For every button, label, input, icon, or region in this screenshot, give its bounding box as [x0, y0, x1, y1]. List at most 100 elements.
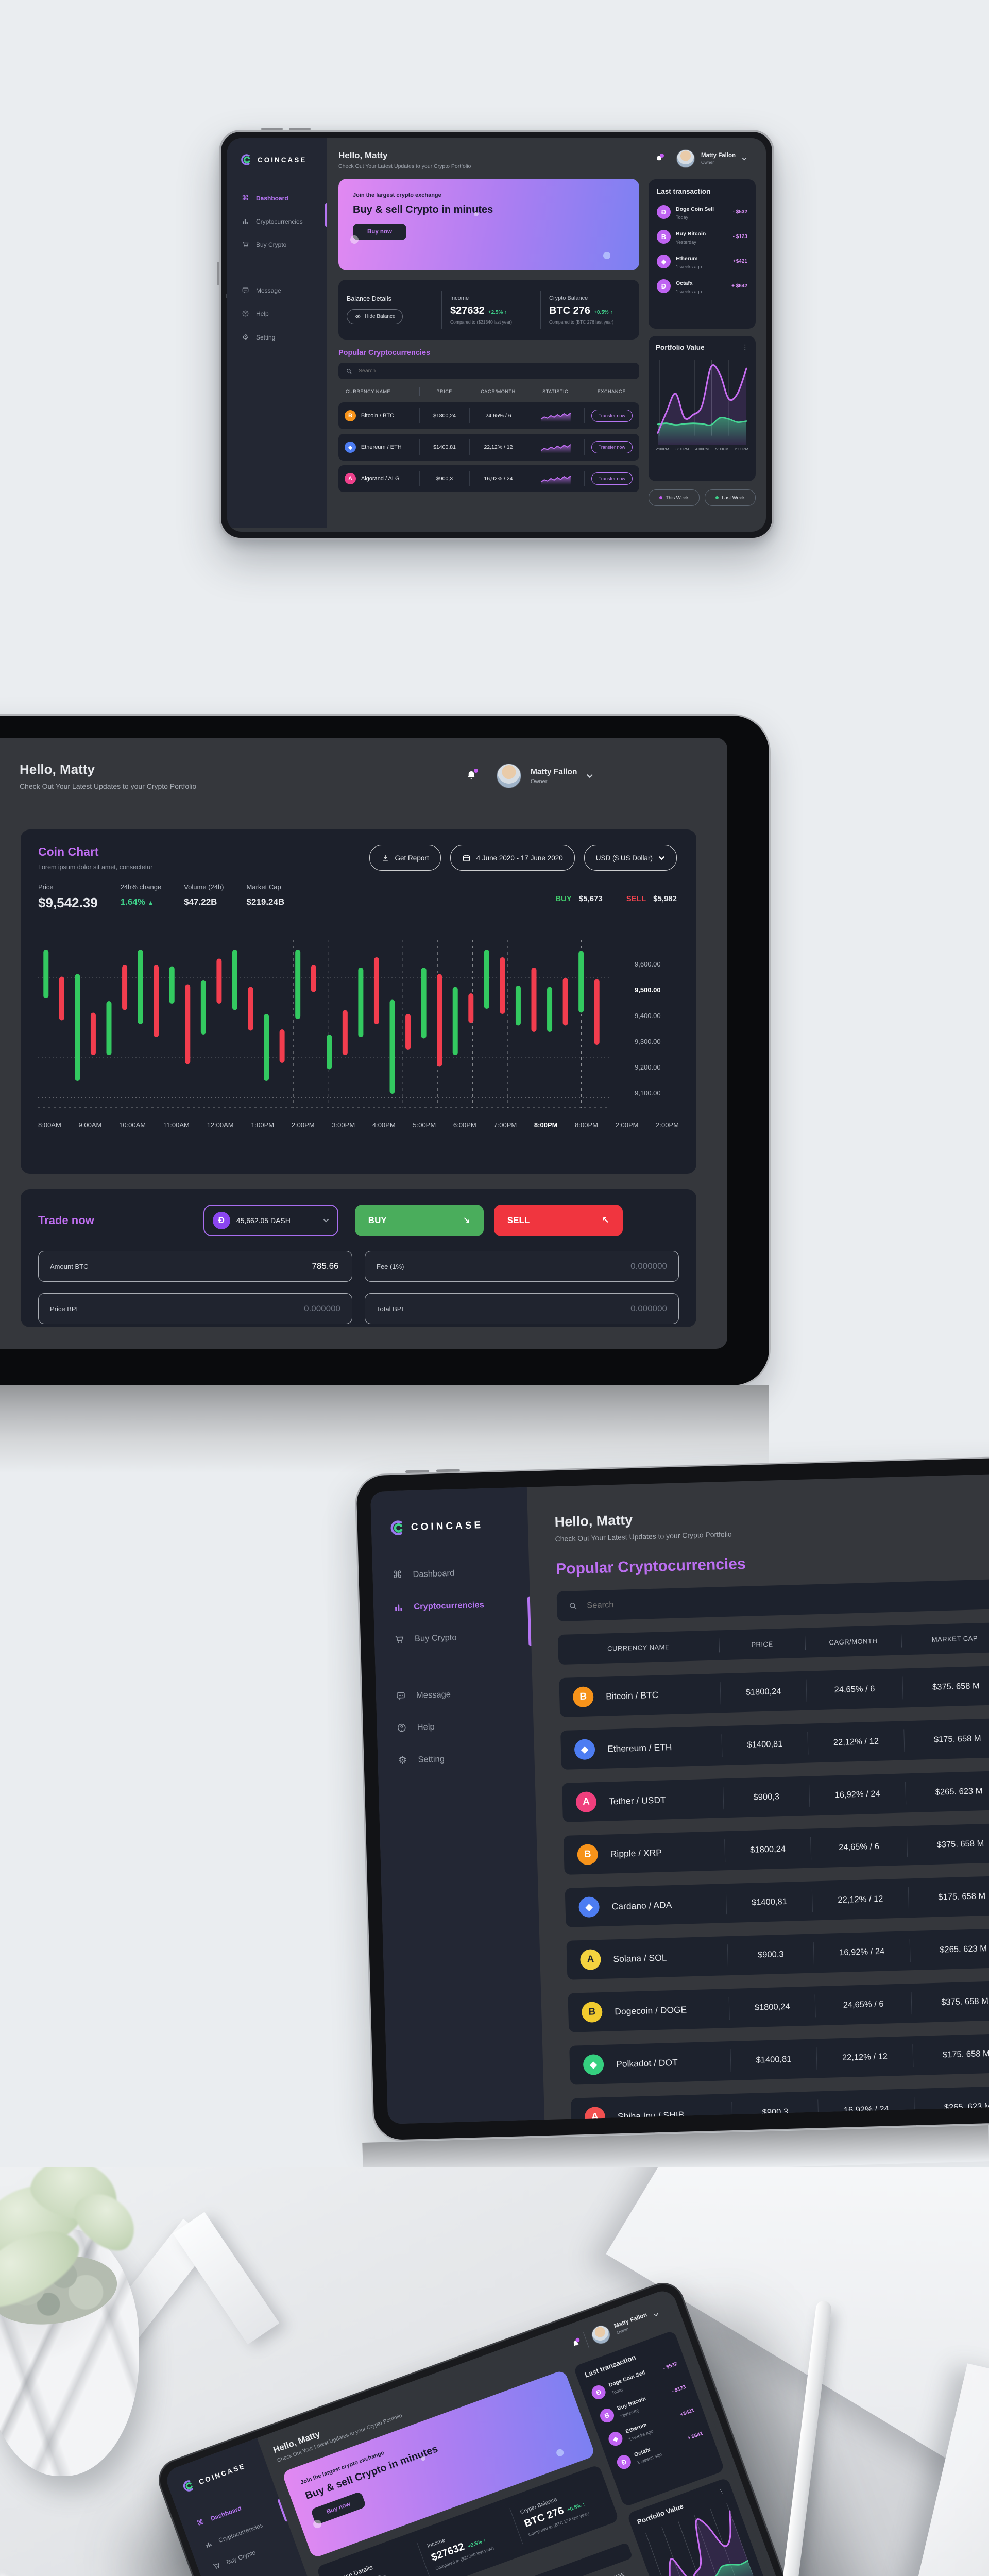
table-row[interactable]: A Solana / SOL $900,3 16,92% / 24 $265. 623 … — [566, 1926, 989, 1980]
coin-icon: A — [575, 1791, 597, 1813]
message-icon — [241, 286, 250, 294]
notification-bell[interactable] — [570, 2337, 582, 2349]
search-icon — [570, 1603, 577, 1609]
mcap-value: $219.24B — [246, 897, 285, 907]
sidebar-item-buy-crypto[interactable]: Buy Crypto — [393, 1631, 531, 1645]
hide-balance-button[interactable]: Hide Balance — [347, 309, 403, 324]
sidebar-item-cryptocurrencies[interactable]: Cryptocurrencies — [392, 1599, 530, 1613]
avatar[interactable] — [589, 2323, 613, 2347]
sidebar-item-message[interactable]: Message — [395, 1687, 533, 1701]
avatar[interactable] — [497, 764, 521, 788]
this-week-toggle[interactable]: This Week — [649, 489, 700, 506]
coin-icon: B — [572, 1686, 594, 1708]
kebab-menu-icon[interactable]: ⋮ — [742, 343, 748, 351]
coin-icon: ◆ — [578, 1896, 600, 1918]
dash-coin-icon: Ɖ — [212, 1212, 230, 1229]
candle-x-labels: 8:00AM 9:00AM 10:00AM 11:00AM 12:00AM 1:00PM 2… — [38, 1121, 679, 1129]
table-row[interactable]: A Tether / USDT $900,3 16,92% / 24 $265. 623… — [561, 1768, 989, 1822]
table-row[interactable]: B Dogecoin / DOGE $1800,24 24,65% / 6 $375. … — [568, 1978, 989, 2032]
chevron-down-icon[interactable] — [586, 774, 593, 778]
sidebar-item-cryptocurrencies[interactable]: Cryptocurrencies — [241, 218, 327, 225]
bitcoin-icon: B — [345, 410, 356, 421]
volume-button — [405, 1469, 429, 1473]
power-button — [217, 262, 219, 285]
trade-now-card: Trade now Ɖ 45,662.05 DASH BUY ↘ SELL ↖ — [21, 1189, 696, 1327]
sidebar-item-buy-crypto[interactable]: Buy Crypto — [241, 241, 327, 248]
table-row[interactable]: ◆ Ethereum / ETH $1400,81 22,12% / 12 $175. … — [560, 1716, 989, 1770]
pair-select[interactable]: Ɖ 45,662.05 DASH — [203, 1205, 338, 1236]
sidebar-item-dashboard[interactable]: ⌘ Dashboard — [391, 1566, 530, 1581]
tablet-mockup-dashboard: COINCASE ⌘ Dashboard Cryptocurrencies — [217, 128, 774, 540]
candlestick-plot — [38, 940, 610, 1108]
table-row[interactable]: B Bitcoin / BTC $1800,24 24,65% / 6 Tran… — [338, 402, 639, 429]
search-bar[interactable] — [338, 363, 639, 379]
sidebar-item-buy-crypto[interactable]: Buy Crypto — [211, 2534, 295, 2571]
transfer-now-button[interactable]: Transfer now — [591, 441, 633, 453]
message-icon — [395, 1690, 407, 1701]
search-input[interactable] — [357, 367, 514, 375]
sidebar-item-cryptocurrencies[interactable]: Cryptocurrencies — [203, 2513, 287, 2550]
table-row[interactable]: ◆ Polkadot / DOT $1400,81 22,12% / 12 $175. … — [569, 2031, 989, 2085]
buy-button[interactable]: BUY ↘ — [354, 1205, 484, 1236]
sidebar-item-setting[interactable]: ⚙ Setting — [241, 333, 327, 342]
command-icon: ⌘ — [392, 1569, 403, 1581]
sparkline-chart — [540, 475, 571, 485]
coin-icon: A — [579, 1949, 602, 1971]
transaction-item[interactable]: ◆ Etherum 1 weeks ago +$421 — [657, 253, 747, 269]
table-row[interactable]: ◆ Ethereum / ETH $1400,81 22,12% / 12 Tr… — [338, 434, 639, 461]
notification-bell[interactable] — [465, 769, 478, 782]
price-bpl-field[interactable]: Price BPL 0.000000 — [38, 1293, 352, 1324]
crypto-balance-label: Crypto Balance — [549, 295, 588, 301]
balance-title: Balance Details — [347, 295, 391, 302]
sidebar-item-help[interactable]: Help — [395, 1719, 533, 1733]
transaction-item[interactable]: Ɖ Octafx 1 weeks ago + $642 — [657, 278, 747, 294]
transfer-now-button[interactable]: Transfer now — [591, 410, 633, 422]
avatar[interactable] — [676, 149, 695, 168]
last-week-toggle[interactable]: Last Week — [705, 489, 756, 506]
sidebar-item-help[interactable]: Help — [241, 310, 327, 317]
bitcoin-icon: B — [598, 2406, 616, 2425]
chevron-down-icon[interactable] — [742, 157, 747, 161]
last-transaction-card: Last transaction Ɖ Doge Coin Sell Today … — [649, 179, 756, 329]
get-report-button[interactable]: Get Report — [369, 845, 441, 871]
banner-dot — [473, 212, 479, 217]
white-frame-object — [173, 2212, 280, 2345]
income-value: $27632 — [450, 304, 485, 316]
chevron-down-icon[interactable] — [653, 2312, 659, 2317]
buy-price: $5,673 — [578, 894, 603, 903]
popular-title: Popular Cryptocurrencies — [338, 349, 431, 357]
date-range-button[interactable]: 4 June 2020 - 17 June 2020 — [450, 845, 575, 871]
user-cluster: Matty Fallon Owner — [655, 149, 747, 168]
table-row[interactable]: A Algorand / ALG $900,3 16,92% / 24 Tran… — [338, 465, 639, 492]
transfer-now-button[interactable]: Transfer now — [591, 472, 633, 485]
sell-button[interactable]: SELL ↖ — [493, 1205, 623, 1236]
transaction-item[interactable]: B Buy Bitcoin Yesterday - $123 — [657, 229, 747, 245]
table-header: CURRENCY NAME PRICE CAGR/MONTH MARKET CA… — [557, 1620, 989, 1665]
sidebar-item-setting[interactable]: ⚙ Setting — [396, 1751, 535, 1766]
dashboard-screen: COINCASE ⌘ Dashboard Cryptocurrencies — [163, 2289, 799, 2576]
table-row[interactable]: B Bitcoin / BTC $1800,24 24,65% / 6 $375. 65… — [559, 1663, 989, 1718]
total-bpl-field[interactable]: Total BPL 0.000000 — [365, 1293, 679, 1324]
active-nav-indicator — [325, 203, 327, 227]
coin-chart-subtitle: Lorem ipsum dolor sit amet, consectetur — [38, 863, 153, 871]
buy-now-button[interactable]: Buy now — [353, 224, 406, 240]
crypto-balance-note: Compared to (BTC 276 last year) — [549, 319, 614, 325]
currency-select[interactable]: USD ($ US Dollar) — [584, 845, 677, 871]
search-bar[interactable] — [556, 1577, 989, 1622]
sidebar: COINCASE ⌘ Dashboard Cryptocurrencies — [163, 2438, 390, 2576]
kebab-menu-icon[interactable]: ⋮ — [717, 2486, 726, 2496]
octafx-icon: Ɖ — [615, 2453, 633, 2471]
volume-button — [436, 1469, 460, 1472]
notification-bell[interactable] — [655, 153, 664, 163]
transaction-item[interactable]: Ɖ Doge Coin Sell Today - $532 — [657, 204, 747, 220]
amount-btc-field[interactable]: Amount BTC 785.66 — [38, 1251, 352, 1282]
table-row[interactable]: ◆ Cardano / ADA $1400,81 22,12% / 12 $175. 6… — [565, 1873, 989, 1927]
sidebar-item-message[interactable]: Message — [241, 286, 327, 294]
table-row[interactable]: B Ripple / XRP $1800,24 24,65% / 6 $375. 658… — [563, 1821, 989, 1875]
search-input[interactable] — [585, 1594, 794, 1612]
sidebar-item-dashboard[interactable]: ⌘ Dashboard — [241, 194, 327, 202]
fee-field[interactable]: Fee (1%) 0.000000 — [365, 1251, 679, 1282]
user-cluster: Matty Fallon Owner — [569, 2305, 662, 2354]
banner-dot — [350, 235, 359, 244]
